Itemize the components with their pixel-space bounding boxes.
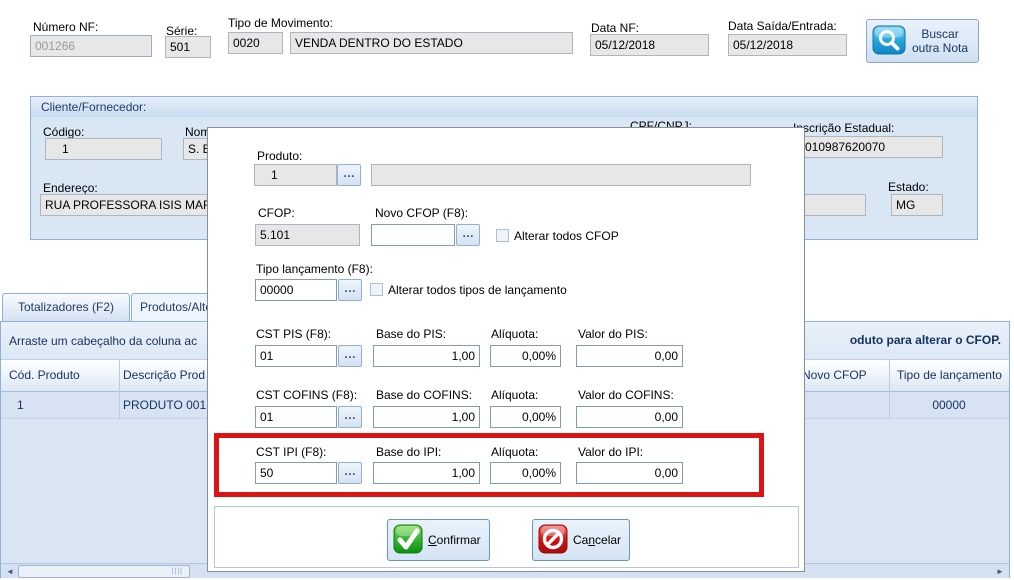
check-icon (393, 524, 423, 557)
cst-ipi-input[interactable]: 50 (255, 462, 337, 484)
novo-cfop-input[interactable] (371, 224, 455, 246)
inscricao-estadual-field: 010987620070 (790, 136, 943, 158)
serie-label: Série: (166, 24, 198, 38)
valor-ipi-input[interactable]: 0,00 (576, 462, 683, 484)
aliquota-ipi-input[interactable]: 0,00% (490, 462, 561, 484)
base-cofins-label: Base do COFINS: (376, 388, 473, 402)
column-header-cod-produto[interactable]: Cód. Produto (9, 368, 80, 382)
cancel-icon (538, 524, 568, 557)
cst-cofins-browse-button[interactable]: … (338, 406, 362, 428)
search-icon (872, 25, 906, 58)
column-header-descricao[interactable]: Descrição Prod (123, 368, 206, 382)
endereco-label: Endereço: (43, 181, 98, 195)
produto-descricao-field (371, 164, 751, 186)
grid-hint-right: oduto para alterar o CFOP. (849, 333, 1001, 347)
aliquota-ipi-label: Alíquota: (491, 445, 539, 459)
cell-tipo-lancamento: 00000 (932, 398, 966, 412)
aliquota-cofins-label: Alíquota: (491, 388, 539, 402)
estado-label: Estado: (888, 180, 929, 194)
scrollbar-grip-icon: |||| (171, 568, 183, 575)
tipo-movimento-label: Tipo de Movimento: (228, 16, 333, 30)
alterar-todos-tipos-label: Alterar todos tipos de lançamento (388, 283, 567, 297)
cell-cod-produto: 1 (17, 398, 24, 412)
buscar-button-label-line2: outra Nota (912, 41, 969, 55)
tab-totalizadores[interactable]: Totalizadores (F2) (2, 293, 130, 321)
cst-pis-browse-button[interactable]: … (338, 345, 362, 367)
tipo-movimento-codigo-field: 0020 (228, 32, 283, 54)
column-header-novo-cfop[interactable]: Novo CFOP (802, 368, 867, 382)
grid-hint-left: Arraste um cabeçalho da coluna ac (9, 334, 198, 348)
cst-pis-label: CST PIS (F8): (256, 327, 332, 341)
produto-codigo-field: 1 (254, 164, 337, 186)
data-nf-field: 05/12/2018 (590, 34, 709, 56)
alterar-todos-cfop-checkbox[interactable] (496, 229, 509, 242)
tipo-lancamento-browse-button[interactable]: … (338, 279, 362, 301)
base-pis-label: Base do PIS: (376, 327, 447, 341)
valor-cofins-input[interactable]: 0,00 (576, 406, 683, 428)
novo-cfop-browse-button[interactable]: … (456, 224, 480, 246)
cliente-fornecedor-group-label: Cliente/Fornecedor: (31, 97, 977, 117)
dialog-button-panel: Confirmar Cancelar (214, 506, 799, 568)
base-ipi-label: Base do IPI: (376, 445, 442, 459)
numero-nf-label: Número NF: (33, 20, 99, 34)
cfop-field: 5.101 (255, 224, 360, 246)
scroll-left-arrow-icon[interactable]: ◄ (6, 567, 14, 576)
aliquota-pis-label: Alíquota: (491, 327, 539, 341)
base-pis-input[interactable]: 1,00 (373, 345, 480, 367)
column-divider (119, 360, 120, 392)
produto-label: Produto: (257, 149, 303, 163)
cancelar-button[interactable]: Cancelar (532, 519, 631, 561)
buscar-button-label-line1: Buscar (921, 27, 959, 41)
cfop-label: CFOP: (258, 206, 295, 220)
alterar-todos-tipos-checkbox[interactable] (370, 283, 383, 296)
cst-ipi-browse-button[interactable]: … (338, 462, 362, 484)
alterar-cfop-dialog: Produto: 1 … CFOP: 5.101 Novo CFOP (F8):… (207, 127, 805, 572)
cell-descricao: PRODUTO 001 (123, 398, 207, 412)
cst-ipi-label: CST IPI (F8): (256, 445, 327, 459)
confirmar-button-label: Confirmar (428, 533, 481, 547)
data-nf-label: Data NF: (591, 21, 640, 35)
produto-browse-button[interactable]: … (337, 164, 361, 186)
data-saida-field: 05/12/2018 (728, 34, 847, 56)
aliquota-cofins-input[interactable]: 0,00% (490, 406, 561, 428)
column-divider (119, 392, 120, 419)
cst-cofins-input[interactable]: 01 (255, 406, 337, 428)
base-ipi-input[interactable]: 1,00 (373, 462, 480, 484)
data-saida-label: Data Saída/Entrada: (728, 19, 837, 33)
base-cofins-input[interactable]: 1,00 (373, 406, 480, 428)
column-header-tipo-lancamento[interactable]: Tipo de lançamento (897, 368, 1002, 382)
cst-cofins-label: CST COFINS (F8): (256, 388, 358, 402)
confirmar-button[interactable]: Confirmar (387, 519, 490, 561)
tipo-lancamento-input[interactable]: 00000 (255, 279, 337, 301)
alterar-todos-cfop-label: Alterar todos CFOP (514, 229, 619, 243)
valor-ipi-label: Valor do IPI: (578, 445, 644, 459)
inscricao-estadual-label: Inscrição Estadual: (793, 121, 895, 135)
serie-field: 501 (165, 36, 211, 58)
valor-pis-input[interactable]: 0,00 (576, 345, 683, 367)
estado-field: MG (891, 194, 943, 216)
tipo-movimento-descricao-field: VENDA DENTRO DO ESTADO (290, 32, 573, 54)
scroll-right-arrow-icon[interactable]: ► (996, 567, 1004, 576)
aliquota-pis-input[interactable]: 0,00% (490, 345, 561, 367)
scrollbar-thumb[interactable]: |||| (18, 565, 190, 578)
cancelar-button-label: Cancelar (573, 533, 622, 547)
codigo-label: Código: (43, 125, 85, 139)
valor-cofins-label: Valor do COFINS: (578, 388, 674, 402)
cst-pis-input[interactable]: 01 (255, 345, 337, 367)
column-divider (889, 392, 890, 419)
column-divider (889, 360, 890, 392)
tipo-lancamento-label: Tipo lançamento (F8): (256, 262, 373, 276)
codigo-field: 1 (45, 138, 162, 160)
novo-cfop-label: Novo CFOP (F8): (375, 206, 469, 220)
numero-nf-field: 001266 (30, 35, 152, 57)
buscar-outra-nota-button[interactable]: Buscar outra Nota (866, 19, 979, 63)
valor-pis-label: Valor do PIS: (578, 327, 648, 341)
